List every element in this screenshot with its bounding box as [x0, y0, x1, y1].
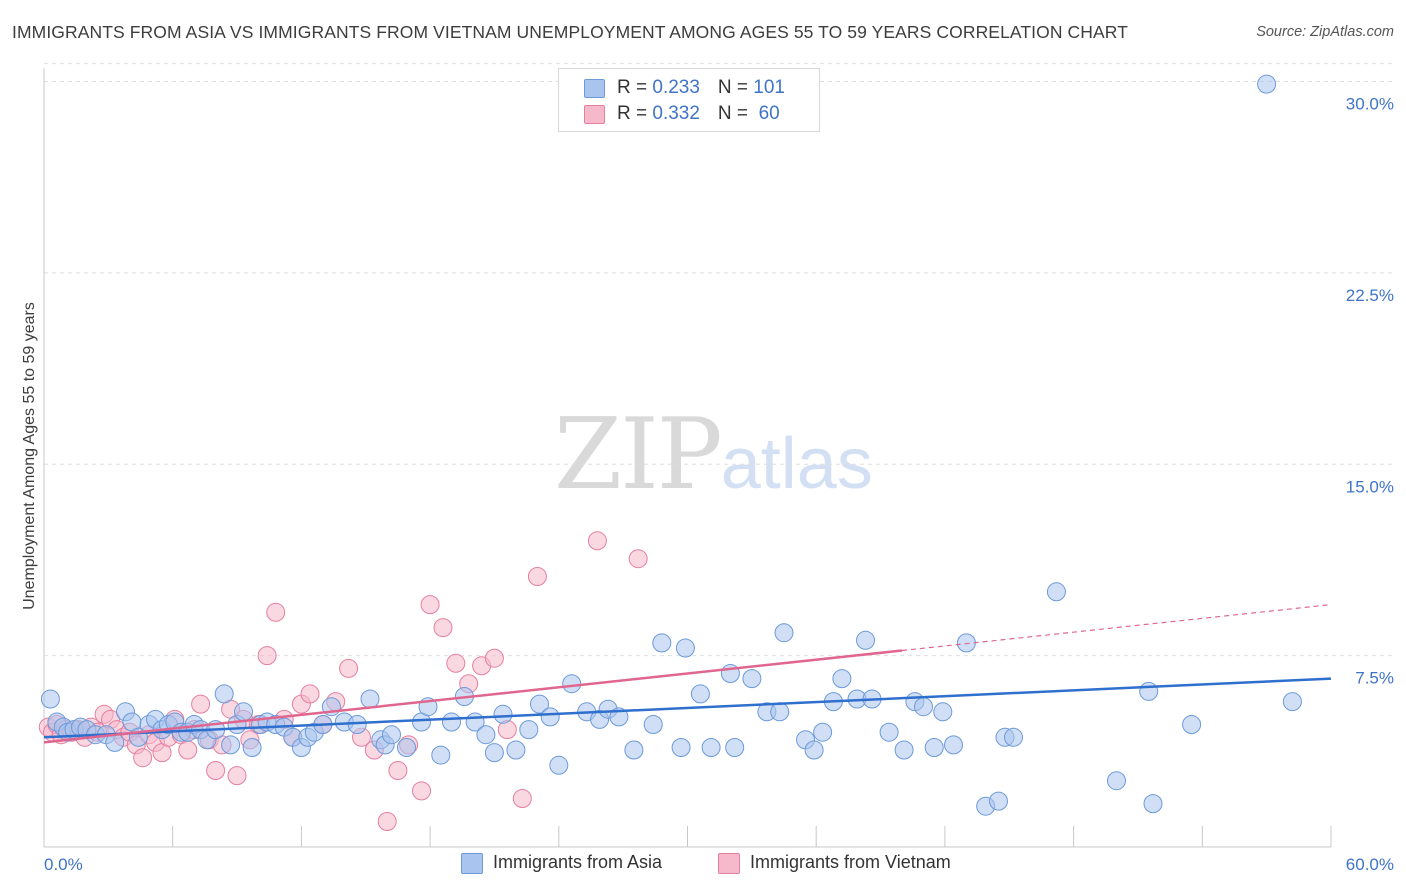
vietnam-point	[388, 761, 408, 780]
asia-point	[360, 689, 380, 709]
source-label: Source: ZipAtlas.com	[1256, 24, 1394, 40]
legend-n-label: N =	[717, 77, 754, 98]
legend-r-value: 0.332	[652, 103, 700, 124]
legend-n-value: 101	[753, 77, 785, 98]
asia-point	[701, 738, 721, 757]
vietnam-trend-extension	[901, 604, 1332, 652]
asia-point	[221, 735, 241, 755]
asia-point	[530, 694, 549, 714]
chart-title: IMMIGRANTS FROM ASIA VS IMMIGRANTS FROM …	[12, 22, 1129, 42]
vietnam-point	[412, 781, 431, 801]
asia-point	[1046, 582, 1066, 602]
legend-swatch-vietnam	[718, 853, 740, 874]
asia-point	[690, 684, 710, 704]
asia-point	[624, 740, 644, 760]
vietnam-point	[178, 740, 198, 760]
vietnam-point	[339, 658, 359, 678]
asia-point	[476, 725, 496, 745]
vietnam-point	[446, 653, 466, 673]
asia-point	[924, 738, 944, 757]
asia-point	[813, 722, 833, 742]
x-tick-label: 60.0%	[1346, 855, 1394, 874]
legend-r-label: R =	[617, 103, 653, 124]
vietnam-point	[433, 618, 453, 638]
vietnam-point	[512, 789, 532, 808]
asia-point	[774, 623, 794, 643]
asia-point	[431, 745, 451, 765]
legend-swatch-asia	[584, 79, 605, 98]
asia-point	[1257, 74, 1277, 94]
asia-point	[742, 669, 762, 689]
asia-point	[1139, 681, 1159, 701]
asia-point	[989, 791, 1008, 811]
asia-point	[894, 740, 914, 760]
asia-point	[914, 697, 933, 717]
vietnam-point	[206, 761, 226, 780]
vietnam-point	[420, 595, 440, 615]
vietnam-point	[484, 648, 504, 668]
legend-n-label: N =	[717, 103, 754, 124]
asia-point	[562, 674, 582, 694]
asia-point	[832, 669, 852, 689]
asia-point	[1107, 771, 1126, 791]
vietnam-point	[191, 694, 211, 714]
asia-point	[493, 704, 513, 724]
vietnam-point	[257, 646, 277, 666]
asia-point	[652, 633, 672, 653]
watermark-zip: ZIP	[554, 398, 723, 512]
asia-point	[933, 702, 953, 722]
asia-point	[540, 707, 560, 727]
asia-point	[40, 689, 60, 709]
asia-point	[1143, 794, 1163, 814]
asia-point	[549, 755, 569, 775]
legend-n-value: 60	[753, 103, 780, 124]
asia-point	[484, 743, 504, 763]
asia-point	[725, 738, 745, 757]
vietnam-point	[266, 602, 286, 622]
asia-point	[397, 738, 416, 757]
asia-point	[1182, 715, 1202, 734]
legend-swatch-asia	[461, 853, 483, 874]
asia-point	[944, 735, 963, 755]
asia-point	[804, 740, 824, 760]
asia-point	[643, 715, 663, 734]
asia-point	[214, 684, 234, 704]
series-legend: Immigrants from Asia Immigrants from Vie…	[0, 852, 1406, 878]
y-tick-label: 30.0%	[1346, 95, 1394, 114]
legend-r-label: R =	[617, 77, 653, 98]
vietnam-point	[227, 766, 247, 786]
vietnam-point	[133, 748, 153, 768]
y-tick-label: 22.5%	[1346, 286, 1394, 305]
asia-point	[442, 712, 461, 732]
asia-point	[1282, 692, 1302, 712]
asia-point	[879, 722, 899, 742]
asia-point	[382, 725, 401, 745]
asia-trend-line	[43, 677, 1332, 739]
asia-point	[519, 720, 539, 740]
vietnam-point	[300, 684, 320, 704]
asia-point	[956, 633, 976, 653]
asia-point	[506, 740, 526, 760]
legend-label-asia: Immigrants from Asia	[493, 852, 663, 872]
legend-r-value: 0.233	[652, 77, 700, 98]
y-tick-label: 7.5%	[1355, 669, 1394, 688]
legend-swatch-vietnam	[584, 105, 605, 124]
vietnam-point	[527, 567, 547, 586]
asia-point	[1004, 727, 1023, 747]
vietnam-point	[587, 531, 607, 551]
correlation-legend: R = 0.233 N = 101 R = 0.332 N = 60	[558, 68, 820, 132]
vietnam-point	[628, 549, 648, 569]
y-tick-label: 15.0%	[1346, 477, 1394, 496]
asia-point	[242, 738, 262, 757]
legend-label-vietnam: Immigrants from Vietnam	[750, 852, 951, 872]
vietnam-trend-line	[43, 649, 903, 744]
asia-point	[856, 630, 875, 650]
asia-point	[234, 702, 253, 722]
asia-point	[770, 702, 790, 722]
asia-point	[675, 638, 695, 658]
x-tick-label: 0.0%	[44, 855, 83, 874]
vietnam-point	[377, 812, 397, 831]
asia-point	[671, 738, 691, 757]
